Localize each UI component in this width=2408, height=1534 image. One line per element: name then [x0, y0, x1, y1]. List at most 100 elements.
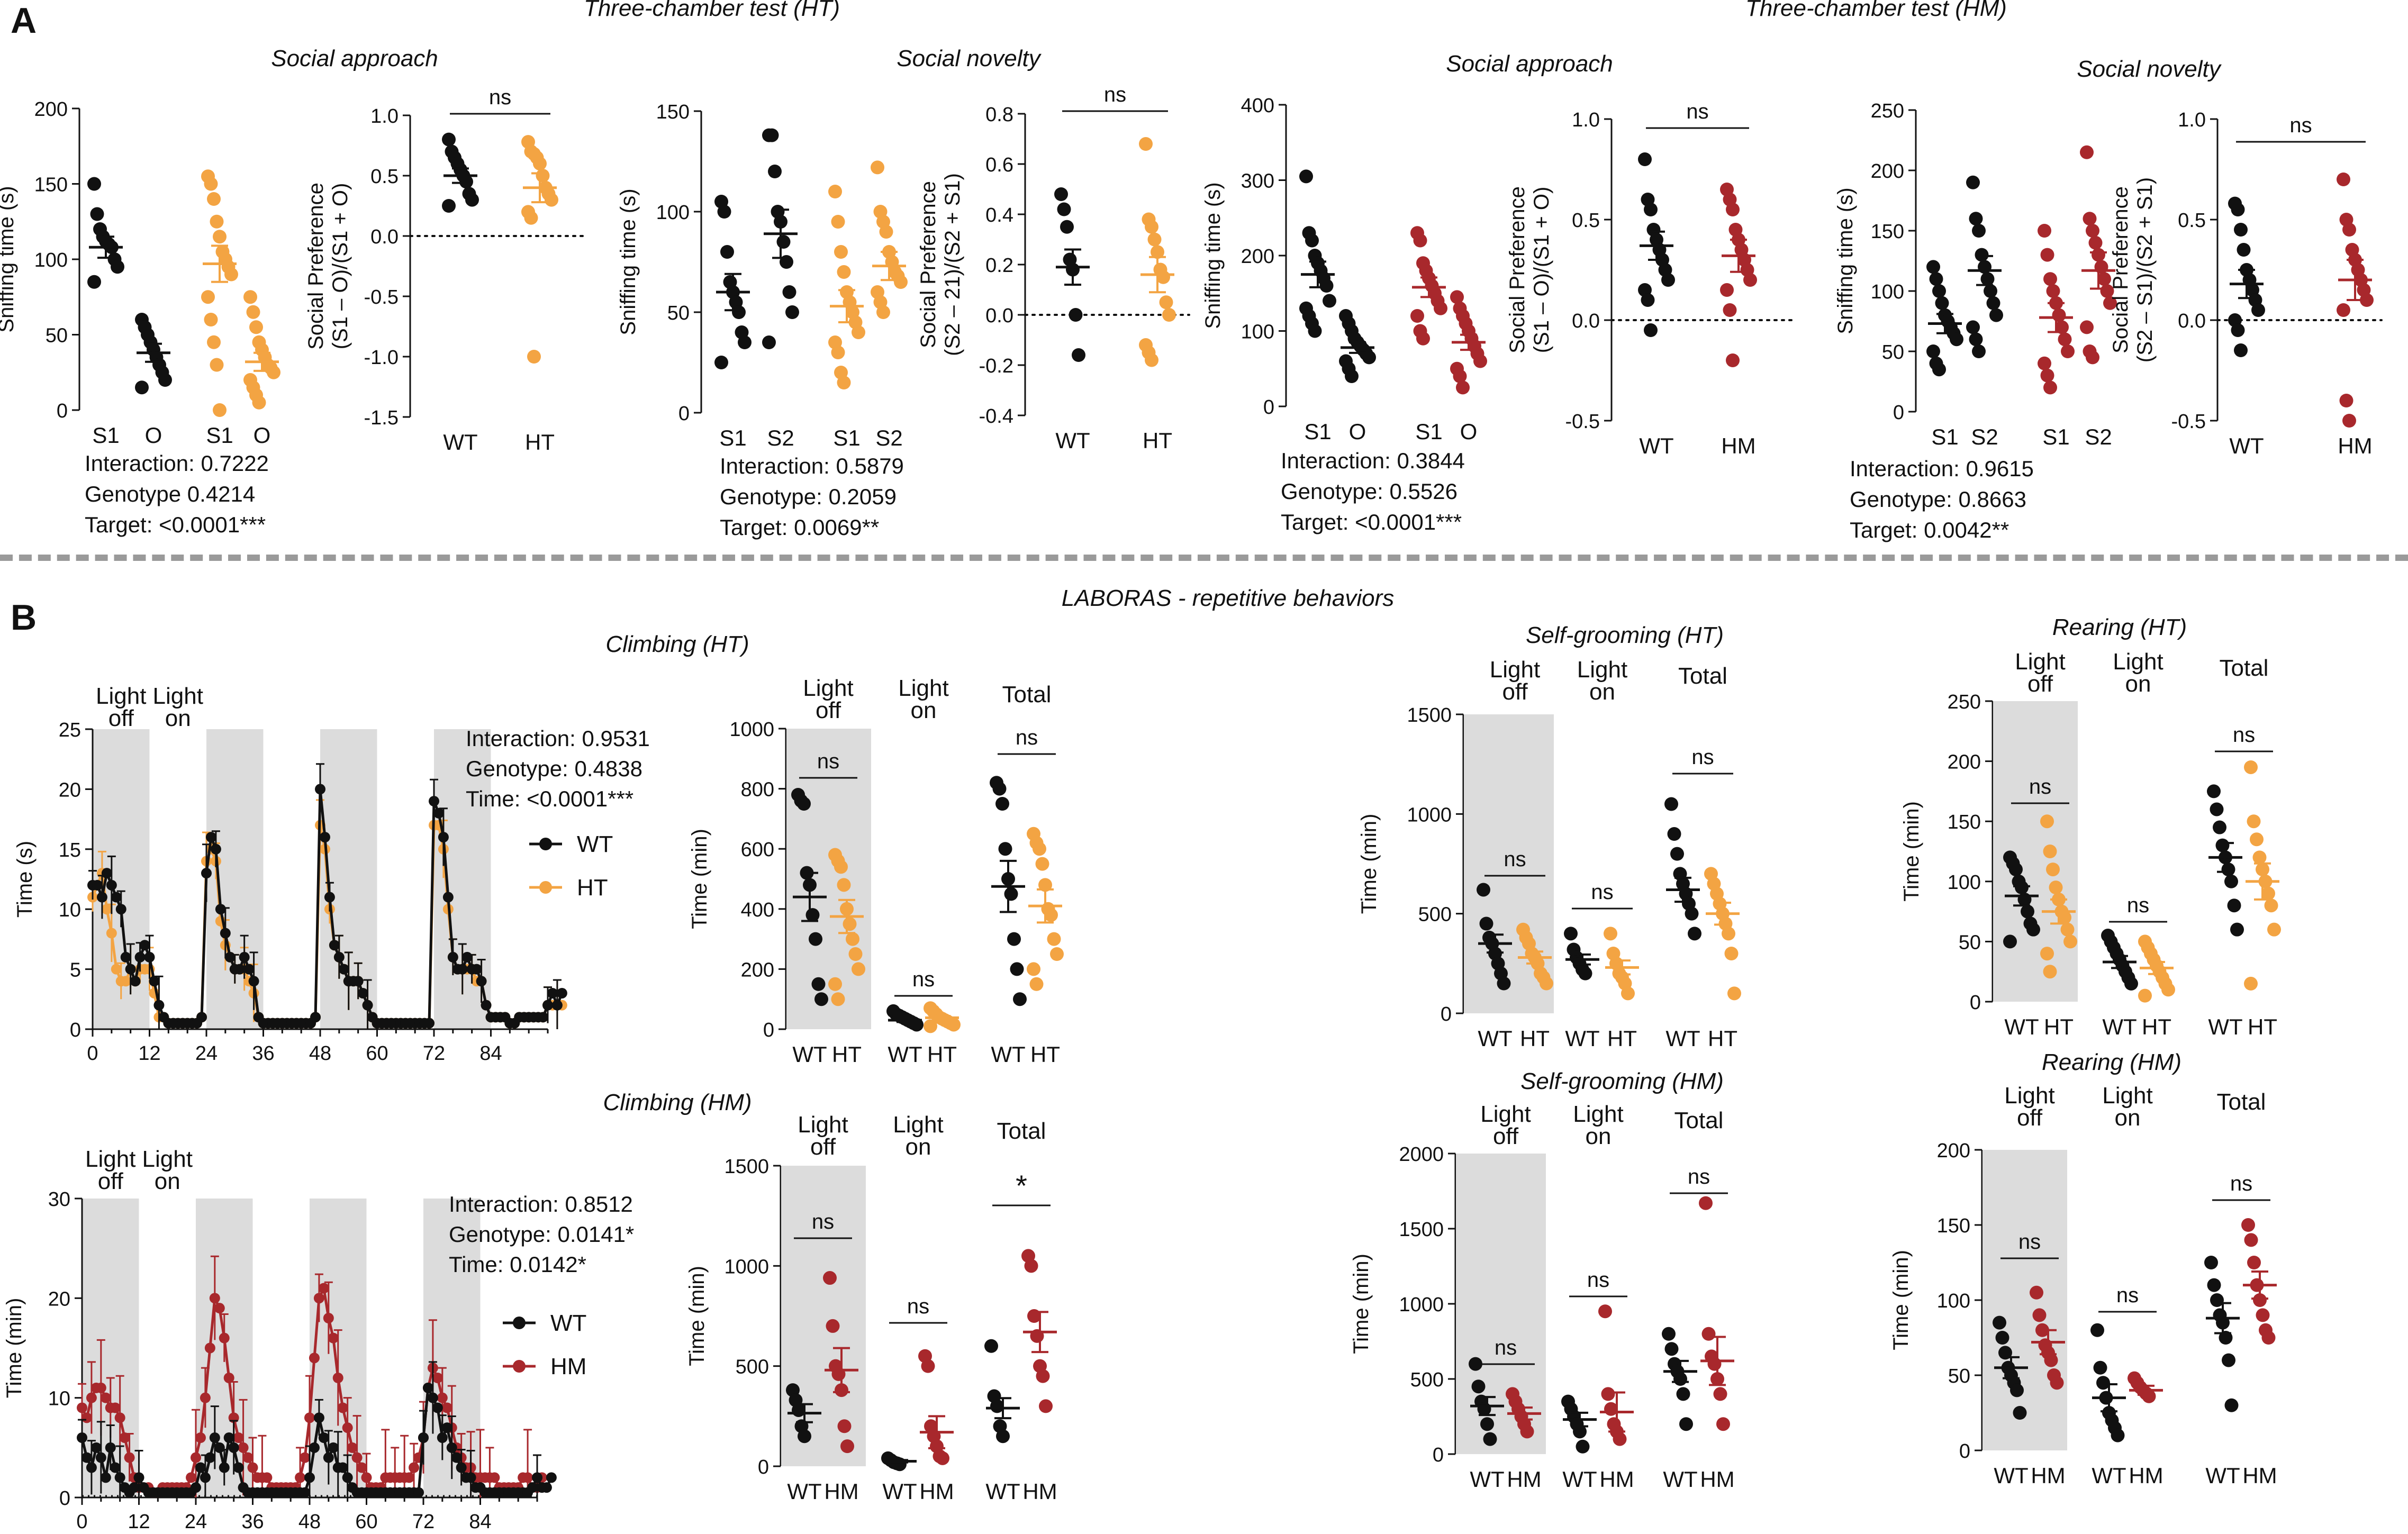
series-point-wt: [149, 976, 160, 987]
panel-a-label: A: [11, 1, 37, 41]
series-point-wt: [338, 964, 349, 975]
y-axis-label-2: (S1 – O)/(S1 + O): [329, 183, 352, 350]
data-point: [2251, 303, 2265, 317]
series-point-wt: [200, 1472, 211, 1483]
series-point-hm: [261, 1472, 273, 1483]
stat-annotation: Target: 0.0069**: [720, 515, 879, 540]
series-point-wt: [96, 892, 107, 903]
light-on-label-2: on: [906, 1134, 931, 1160]
data-point: [1013, 992, 1027, 1006]
data-point: [2227, 898, 2241, 913]
x-tick-label: O: [1349, 419, 1366, 444]
data-point: [2252, 850, 2267, 865]
x-tick-label: S1: [206, 423, 233, 448]
stat-annotation: Genotype: 0.2059: [720, 484, 897, 509]
series-point-wt: [133, 1472, 144, 1483]
y-tick-label: 2000: [1399, 1143, 1444, 1166]
data-point: [2244, 976, 2258, 991]
data-point: [2247, 1256, 2261, 1269]
series-point-wt: [556, 987, 567, 999]
y-tick-label: 200: [1937, 1140, 1970, 1162]
x-tick-label: O: [254, 423, 271, 448]
data-point: [776, 235, 791, 249]
series-point-wt: [352, 976, 364, 987]
chart-b1: 0 5 10 15 20 25 Time (s) 0 12 24 36 48 60 72 84 WT HT Int…: [13, 683, 650, 1065]
y-tick-label: 0: [1441, 1003, 1452, 1025]
data-point: [1932, 284, 1946, 298]
x-tick-label: HT: [2248, 1014, 2277, 1039]
panel-a-sub-novelty-hm: Social novelty: [2077, 56, 2222, 82]
x-tick-label: HM: [1507, 1467, 1541, 1492]
light-on-label-2: on: [165, 705, 191, 731]
series-point-wt: [527, 1482, 538, 1493]
y-axis-label: Social Preference: [2109, 186, 2132, 353]
y-tick-label: 10: [48, 1388, 70, 1410]
light-off-label: Light: [85, 1146, 135, 1172]
data-point: [1145, 353, 1158, 367]
data-point: [828, 977, 842, 991]
legend-marker: [513, 1317, 526, 1329]
x-tick-label: WT: [985, 1479, 1020, 1504]
y-tick-label: 0: [59, 1487, 70, 1510]
y-tick-label: 150: [656, 101, 690, 123]
data-point: [831, 992, 845, 1006]
data-point: [738, 335, 752, 349]
y-tick-label: 0.0: [2178, 310, 2206, 332]
data-point: [1471, 1379, 1486, 1394]
series-point-wt: [422, 1382, 433, 1393]
data-point: [2207, 1278, 2221, 1292]
data-point: [1319, 279, 1334, 293]
series-point-wt: [111, 892, 122, 903]
series-point-wt: [446, 1442, 457, 1453]
y-axis-label: Sniffing time (s): [0, 186, 18, 332]
y-tick-label: -1.5: [364, 407, 399, 429]
sig-label: ns: [1104, 83, 1126, 106]
data-point: [1036, 1369, 1050, 1383]
panel-divider: [0, 555, 2408, 561]
data-point: [1027, 962, 1040, 976]
series-point-wt: [233, 1462, 244, 1473]
x-tick-label: S1: [1304, 419, 1331, 444]
data-point: [87, 275, 101, 289]
series-point-wt: [220, 928, 231, 939]
data-point: [1479, 916, 1493, 931]
data-point: [1972, 224, 1986, 238]
chart-a3: 0 50 100 150 Sniffing time (s) S1 S2 S1 S2 Intera…: [617, 101, 908, 540]
data-point: [1972, 344, 1986, 358]
x-tick-label: 0: [87, 1042, 98, 1065]
data-point: [2342, 223, 2356, 237]
series-point-wt: [248, 976, 259, 987]
data-point: [2244, 760, 2258, 774]
x-tick-label: WT: [1665, 1026, 1700, 1051]
x-tick-label: WT: [2102, 1014, 2137, 1039]
x-tick-label: HM: [1599, 1467, 1634, 1492]
data-point: [2046, 863, 2060, 877]
x-tick-label: 60: [366, 1042, 388, 1065]
sig-label: ns: [1504, 848, 1526, 871]
series-point-hm: [304, 1412, 315, 1423]
data-point: [2339, 394, 2353, 407]
data-point: [714, 356, 728, 369]
series-point-wt: [457, 964, 468, 975]
data-point: [1926, 260, 1940, 274]
y-axis-label: Time (min): [1350, 1254, 1373, 1354]
sig-label: ns: [812, 1210, 834, 1233]
data-point: [2230, 922, 2244, 937]
light-off-label-2: off: [1493, 1123, 1519, 1149]
y-tick-label: 0.0: [370, 226, 399, 248]
series-point-wt: [224, 951, 236, 963]
data-point: [1345, 369, 1359, 383]
series-point-wt: [205, 832, 216, 843]
data-point: [1413, 233, 1427, 248]
stat-annotation: Target: 0.0042**: [1850, 518, 2009, 542]
stat-annotation: Interaction: 0.8512: [449, 1192, 633, 1217]
x-tick-label: HM: [919, 1479, 954, 1504]
series-point-wt: [300, 1487, 311, 1498]
data-point: [798, 1429, 811, 1444]
data-point: [1613, 1432, 1627, 1446]
series-point-wt: [110, 1462, 121, 1473]
stat-annotation: Genotype 0.4214: [85, 482, 255, 506]
stat-annotation: Interaction: 0.5879: [720, 453, 904, 478]
data-point: [1480, 1417, 1494, 1431]
sig-label: ns: [907, 1295, 929, 1318]
